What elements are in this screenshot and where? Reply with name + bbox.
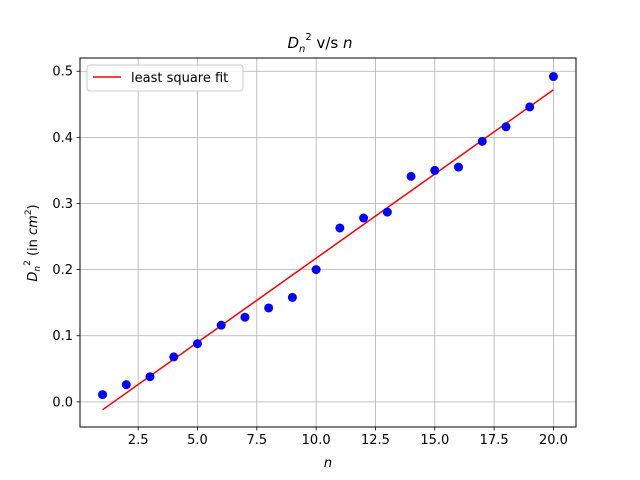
data-point xyxy=(240,312,250,322)
x-tick-label: 5.0 xyxy=(187,433,208,448)
data-point xyxy=(501,122,511,132)
data-point xyxy=(335,223,345,233)
y-tick-label: 0.2 xyxy=(52,263,73,278)
y-tick-label: 0.4 xyxy=(52,131,73,146)
x-ticks: 2.5 5.0 7.5 10.0 12.5 15.0 17.5 20.0 xyxy=(128,427,568,448)
x-tick-label: 10.0 xyxy=(302,433,331,448)
data-point xyxy=(382,207,392,217)
x-tick-label: 20.0 xyxy=(539,433,568,448)
x-tick-label: 2.5 xyxy=(128,433,149,448)
y-ticks: 0.0 0.1 0.2 0.3 0.4 0.5 xyxy=(52,65,80,410)
grid xyxy=(80,58,576,427)
legend-box xyxy=(86,64,244,92)
x-tick-label: 7.5 xyxy=(246,433,267,448)
x-tick-label: 12.5 xyxy=(361,433,390,448)
x-tick-label: 15.0 xyxy=(420,433,449,448)
x-axis-label: n xyxy=(324,456,332,471)
data-point xyxy=(311,265,321,275)
y-tick-label: 0.0 xyxy=(52,395,73,410)
data-point xyxy=(216,320,226,330)
data-point xyxy=(192,339,202,349)
data-point xyxy=(264,303,274,313)
data-point xyxy=(406,171,416,181)
data-point xyxy=(525,102,535,112)
data-point xyxy=(287,292,297,302)
data-point xyxy=(145,372,155,382)
data-point xyxy=(477,136,487,146)
data-point xyxy=(121,380,131,390)
x-tick-label: 17.5 xyxy=(480,433,509,448)
data-point xyxy=(454,162,464,172)
chart-title: Dn2 v/s n xyxy=(287,32,352,55)
axes-frame xyxy=(79,57,577,428)
y-axis-label: Dn2 (in cm2) xyxy=(23,204,43,281)
data-point xyxy=(98,390,108,400)
data-point xyxy=(430,165,440,175)
y-tick-label: 0.5 xyxy=(52,65,73,80)
y-tick-label: 0.1 xyxy=(52,329,73,344)
data-point xyxy=(359,213,369,223)
scatter-points xyxy=(98,72,558,400)
y-tick-label: 0.3 xyxy=(52,197,73,212)
data-point xyxy=(548,72,558,82)
legend: least square fit xyxy=(86,64,244,92)
legend-fit-label: least square fit xyxy=(131,71,228,86)
data-point xyxy=(169,352,179,362)
